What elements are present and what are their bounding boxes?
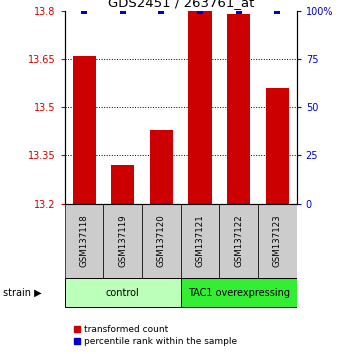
Text: GSM137123: GSM137123: [273, 214, 282, 267]
Text: GSM137118: GSM137118: [79, 214, 89, 267]
Point: [275, 8, 280, 13]
Bar: [227, 14, 250, 204]
Bar: [111, 165, 134, 204]
Bar: [219, 204, 258, 278]
Point: [120, 8, 125, 13]
Text: control: control: [106, 288, 139, 298]
Text: GSM137119: GSM137119: [118, 215, 127, 267]
Bar: [266, 88, 289, 204]
Text: GSM137121: GSM137121: [195, 214, 205, 267]
Point: [236, 8, 241, 13]
Bar: [181, 279, 297, 307]
Bar: [142, 204, 181, 278]
Bar: [150, 130, 173, 204]
Bar: [65, 204, 103, 278]
Point: [81, 8, 87, 13]
Text: GSM137120: GSM137120: [157, 214, 166, 267]
Bar: [189, 11, 212, 204]
Bar: [73, 56, 96, 204]
Bar: [65, 279, 181, 307]
Bar: [103, 204, 142, 278]
Title: GDS2451 / 263761_at: GDS2451 / 263761_at: [107, 0, 254, 10]
Bar: [181, 204, 219, 278]
Text: GSM137122: GSM137122: [234, 214, 243, 267]
Text: strain ▶: strain ▶: [3, 288, 42, 298]
Point: [197, 8, 203, 13]
Bar: [258, 204, 297, 278]
Text: TAC1 overexpressing: TAC1 overexpressing: [188, 288, 290, 298]
Point: [159, 8, 164, 13]
Legend: transformed count, percentile rank within the sample: transformed count, percentile rank withi…: [69, 321, 240, 349]
